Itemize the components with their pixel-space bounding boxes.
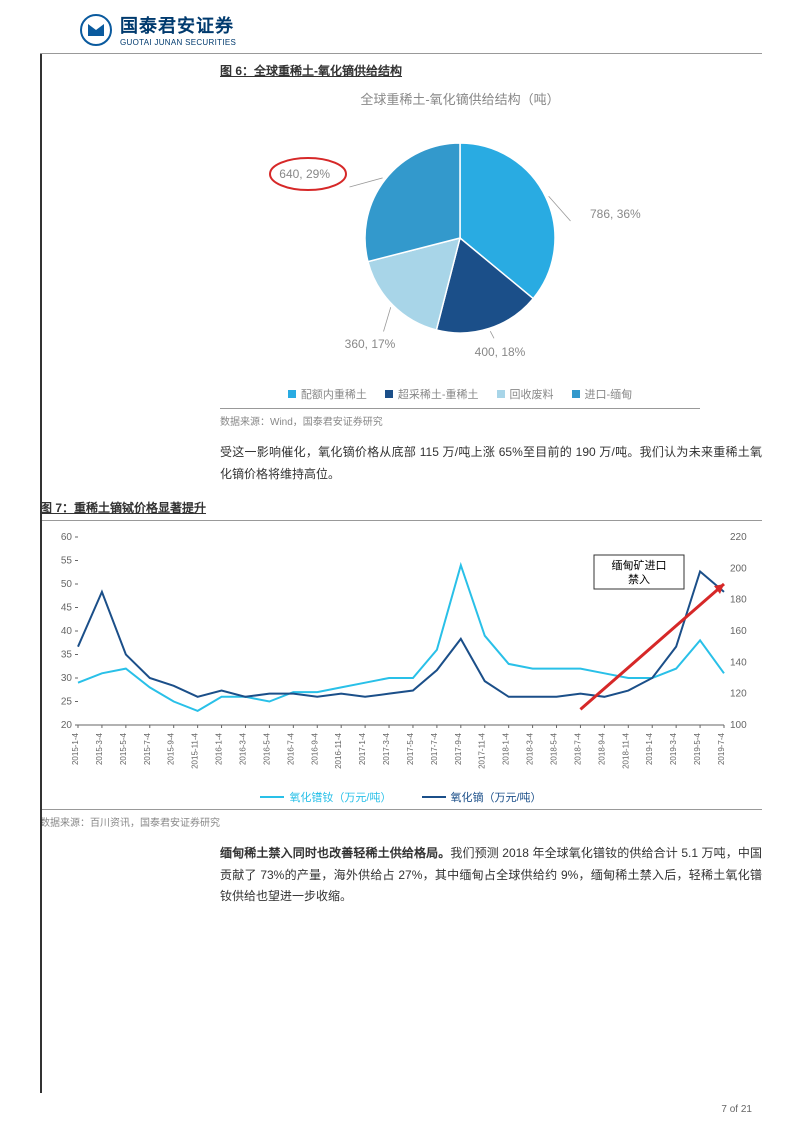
y-axis-left-tick: 45: [61, 603, 73, 614]
paragraph-1: 受这一影响催化，氧化镝价格从底部 115 万/吨上涨 65%至目前的 190 万…: [220, 442, 762, 485]
company-logo-icon: [80, 14, 112, 46]
x-axis-tick: 2018-5-4: [550, 733, 559, 766]
x-axis-tick: 2019-5-4: [693, 733, 702, 766]
x-axis-tick: 2019-7-4: [717, 733, 726, 766]
trend-arrow: [580, 584, 724, 709]
x-axis-tick: 2016-9-4: [310, 733, 319, 766]
legend-label: 进口-缅甸: [585, 386, 633, 402]
pie-slice-label: 640, 29%: [279, 167, 330, 181]
y-axis-right-tick: 220: [730, 532, 747, 543]
x-axis-tick: 2015-3-4: [95, 733, 104, 766]
legend-label: 氧化镨钕（万元/吨）: [289, 789, 391, 805]
x-axis-tick: 2016-1-4: [215, 733, 224, 766]
x-axis-tick: 2017-3-4: [382, 733, 391, 766]
y-axis-right-tick: 180: [730, 595, 747, 606]
x-axis-tick: 2017-11-4: [478, 733, 487, 769]
y-axis-left-tick: 35: [61, 650, 73, 661]
legend-swatch: [497, 390, 505, 398]
pie-legend: 配额内重稀土 超采稀土-重稀土 回收废料 进口-缅甸: [220, 386, 700, 402]
x-axis-tick: 2017-9-4: [454, 733, 463, 766]
x-axis-tick: 2016-3-4: [238, 733, 247, 766]
y-axis-right-tick: 100: [730, 720, 747, 731]
x-axis-tick: 2017-1-4: [358, 733, 367, 766]
paragraph-2: 缅甸稀土禁入同时也改善轻稀土供给格局。我们预测 2018 年全球氧化镨钕的供给合…: [220, 843, 762, 908]
logo: 国泰君安证券 GUOTAI JUNAN SECURITIES: [80, 12, 236, 47]
x-axis-tick: 2016-11-4: [334, 733, 343, 769]
company-name-en: GUOTAI JUNAN SECURITIES: [120, 38, 236, 47]
y-axis-right-tick: 160: [730, 626, 747, 637]
company-name-cn: 国泰君安证券: [120, 12, 236, 38]
x-axis-tick: 2015-7-4: [143, 733, 152, 766]
pie-chart-title: 全球重稀土-氧化镝供给结构（吨）: [220, 89, 700, 108]
legend-label: 超采稀土-重稀土: [398, 386, 479, 402]
figure-7-title: 图 7：重稀土镝铽价格显著提升: [40, 495, 762, 520]
figure-6-title: 图 6：全球重稀土-氧化镝供给结构: [220, 54, 762, 83]
page-header: 国泰君安证券 GUOTAI JUNAN SECURITIES: [40, 0, 762, 54]
pie-legend-item: 回收废料: [497, 386, 554, 402]
y-axis-left-tick: 50: [61, 579, 73, 590]
y-axis-right-tick: 140: [730, 658, 747, 669]
line-legend: 氧化镨钕（万元/吨） 氧化镝（万元/吨）: [40, 789, 762, 805]
x-axis-tick: 2018-11-4: [621, 733, 630, 769]
x-axis-tick: 2018-9-4: [597, 733, 606, 766]
x-axis-tick: 2017-7-4: [430, 733, 439, 766]
y-axis-left-tick: 25: [61, 697, 73, 708]
y-axis-right-tick: 200: [730, 564, 747, 575]
pie-legend-item: 配额内重稀土: [288, 386, 367, 402]
line-legend-item: 氧化镝（万元/吨）: [422, 789, 542, 805]
x-axis-tick: 2018-7-4: [573, 733, 582, 766]
x-axis-tick: 2015-5-4: [119, 733, 128, 766]
y-axis-left-tick: 20: [61, 720, 73, 731]
x-axis-tick: 2016-5-4: [262, 733, 271, 766]
x-axis-tick: 2018-1-4: [502, 733, 511, 766]
line-chart: 20 25 30 35 40 45 50 55 60 100 120 140 160 180 200 220 2…: [40, 527, 762, 787]
x-axis-tick: 2015-11-4: [191, 733, 200, 769]
x-axis-tick: 2017-5-4: [406, 733, 415, 766]
figure-6-block: 图 6：全球重稀土-氧化镝供给结构 全球重稀土-氧化镝供给结构（吨） 786, …: [220, 54, 762, 428]
pie-slice-label: 400, 18%: [475, 345, 526, 359]
x-axis-tick: 2015-9-4: [167, 733, 176, 766]
legend-swatch: [572, 390, 580, 398]
y-axis-left-tick: 55: [61, 556, 73, 567]
y-axis-left-tick: 60: [61, 532, 73, 543]
legend-line-swatch: [260, 796, 284, 798]
x-axis-tick: 2016-7-4: [286, 733, 295, 766]
legend-line-swatch: [422, 796, 446, 798]
pie-chart: 786, 36% 400, 18% 360, 17% 640, 29%: [250, 118, 670, 378]
x-axis-tick: 2015-1-4: [71, 733, 80, 766]
pie-legend-item: 进口-缅甸: [572, 386, 633, 402]
legend-label: 配额内重稀土: [301, 386, 367, 402]
page-number: 7 of 21: [721, 1104, 752, 1115]
x-axis-tick: 2019-1-4: [645, 733, 654, 766]
y-axis-left-tick: 30: [61, 673, 73, 684]
legend-label: 氧化镝（万元/吨）: [451, 789, 542, 805]
figure-7-source: 数据来源：百川资讯，国泰君安证券研究: [40, 809, 762, 829]
legend-label: 回收废料: [510, 386, 554, 402]
annotation-text: 禁入: [628, 573, 650, 586]
paragraph-2-bold: 缅甸稀土禁入同时也改善轻稀土供给格局。: [220, 846, 450, 860]
x-axis-tick: 2019-3-4: [669, 733, 678, 766]
pie-slice-label: 786, 36%: [590, 207, 641, 221]
legend-swatch: [385, 390, 393, 398]
figure-6-source: 数据来源：Wind，国泰君安证券研究: [220, 408, 700, 428]
y-axis-right-tick: 120: [730, 689, 747, 700]
y-axis-left-tick: 40: [61, 626, 73, 637]
legend-swatch: [288, 390, 296, 398]
line-legend-item: 氧化镨钕（万元/吨）: [260, 789, 391, 805]
pie-legend-item: 超采稀土-重稀土: [385, 386, 479, 402]
x-axis-tick: 2018-3-4: [526, 733, 535, 766]
pie-slice-label: 360, 17%: [345, 337, 396, 351]
figure-7-block: 图 7：重稀土镝铽价格显著提升 20 25 30 35 40 45 50 55 60 100 120…: [40, 495, 762, 805]
annotation-text: 缅甸矿进口: [612, 558, 667, 572]
